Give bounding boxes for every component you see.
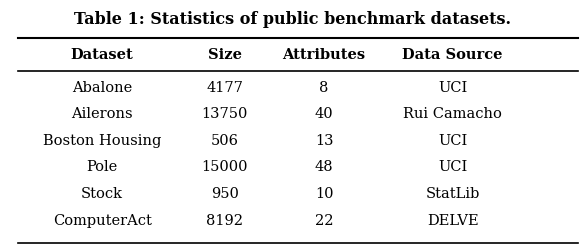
Text: Ailerons: Ailerons: [71, 107, 133, 121]
Text: 8192: 8192: [206, 214, 244, 228]
Text: UCI: UCI: [438, 160, 467, 174]
Text: Table 1: Statistics of public benchmark datasets.: Table 1: Statistics of public benchmark …: [74, 11, 510, 28]
Text: Stock: Stock: [81, 187, 123, 201]
Text: Rui Camacho: Rui Camacho: [403, 107, 502, 121]
Text: Data Source: Data Source: [402, 48, 503, 62]
Text: StatLib: StatLib: [425, 187, 480, 201]
Text: 13750: 13750: [201, 107, 248, 121]
Text: 4177: 4177: [206, 81, 244, 94]
Text: 950: 950: [211, 187, 239, 201]
Text: Abalone: Abalone: [72, 81, 133, 94]
Text: DELVE: DELVE: [427, 214, 478, 228]
Text: Attributes: Attributes: [283, 48, 366, 62]
Text: 8: 8: [319, 81, 329, 94]
Text: 22: 22: [315, 214, 333, 228]
Text: 15000: 15000: [201, 160, 248, 174]
Text: 13: 13: [315, 134, 333, 148]
Text: 48: 48: [315, 160, 333, 174]
Text: Boston Housing: Boston Housing: [43, 134, 161, 148]
Text: 10: 10: [315, 187, 333, 201]
Text: Size: Size: [208, 48, 242, 62]
Text: Dataset: Dataset: [71, 48, 134, 62]
Text: Pole: Pole: [86, 160, 118, 174]
Text: 506: 506: [211, 134, 239, 148]
Text: 40: 40: [315, 107, 333, 121]
Text: UCI: UCI: [438, 134, 467, 148]
Text: ComputerAct: ComputerAct: [53, 214, 152, 228]
Text: UCI: UCI: [438, 81, 467, 94]
